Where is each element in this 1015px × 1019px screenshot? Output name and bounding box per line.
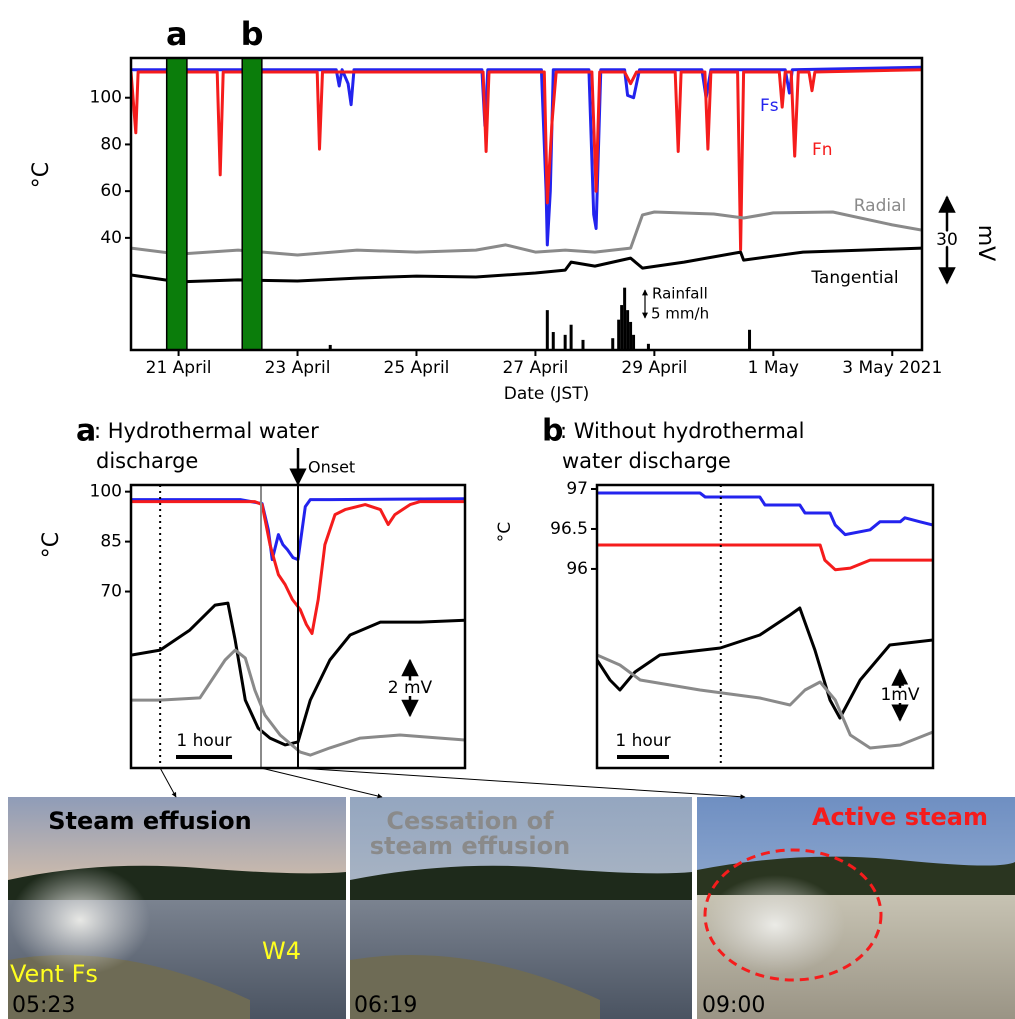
y-axis-label: °C (39, 532, 64, 558)
highlight-label: b (241, 15, 264, 53)
y-tick-label: 100 (90, 88, 122, 108)
rainfall-bar (623, 287, 627, 350)
x-tick-label: 27 April (502, 358, 568, 378)
scale-label: 30 (936, 230, 958, 250)
photo-caption: Active steam (812, 803, 988, 831)
marker-label: Onset (308, 458, 355, 477)
x-tick-label: 3 May 2021 (842, 358, 942, 378)
rainfall-bar (563, 334, 567, 350)
chart (131, 497, 465, 757)
plot-frame (595, 483, 935, 770)
series-label: Fn (812, 140, 833, 160)
x-tick-label: 21 April (146, 358, 212, 378)
rainfall-bar (646, 343, 650, 350)
series-label: Radial (854, 196, 907, 216)
y-tick-label: 100 (90, 482, 122, 502)
x-tick-label: 25 April (384, 358, 450, 378)
panel-label: b (542, 414, 563, 449)
rainfall-bar (626, 310, 630, 350)
rainfall-bar (617, 319, 621, 350)
rainfall-bar (748, 329, 752, 350)
series-line (131, 210, 922, 257)
series-line (597, 491, 933, 537)
highlight-label: a (166, 15, 188, 53)
highlight-band (241, 57, 263, 351)
photo-time: 06:19 (354, 993, 417, 1018)
rainfall-bar (620, 305, 624, 350)
series-line (131, 246, 922, 284)
y-tick-label: 96 (566, 559, 588, 579)
x-tick-label: 1 May (748, 358, 799, 378)
photo-caption: Cessation of (386, 807, 554, 835)
photo-panels: Steam effusion Vent Fs W4 05:23 Cessatio… (8, 797, 1015, 1019)
photo-label: Vent Fs (10, 960, 98, 988)
y-tick-label: 60 (100, 181, 122, 201)
photo-caption: Steam effusion (48, 807, 251, 835)
series-line (131, 601, 465, 747)
series-line (597, 606, 933, 720)
y-tick-label: 85 (100, 532, 122, 552)
rainfall-label: Rainfall (652, 285, 708, 303)
y-tick-label: 40 (100, 228, 122, 248)
scale-label: 5 mm/h (651, 305, 709, 323)
panel-title: water discharge (562, 449, 731, 473)
rainfall-bar (545, 310, 549, 350)
rainfall-bar (629, 321, 633, 350)
y-tick-label: 96.5 (550, 519, 588, 539)
panel-title: : Hydrothermal water (94, 419, 319, 443)
series-label: Fs (760, 96, 779, 116)
connector-arrow (260, 767, 383, 799)
scale-label: 2 mV (388, 678, 433, 698)
y2-unit: mV (973, 225, 998, 261)
series-line (131, 500, 465, 635)
chart (597, 491, 933, 750)
y-axis-label: °C (29, 162, 54, 188)
photo: Steam effusion Vent Fs W4 05:23 (8, 797, 346, 1019)
scale-label: 1mV (880, 685, 919, 705)
rainfall-bar (611, 338, 615, 350)
panel-title: : Without hydrothermal (560, 419, 804, 443)
rainfall-bar (551, 332, 555, 350)
series-line (131, 68, 922, 252)
series-label: Tangential (810, 268, 898, 288)
connector-arrow (297, 767, 746, 800)
photo-time: 05:23 (12, 993, 75, 1018)
series-line (131, 648, 465, 757)
scale-label: 1 hour (176, 731, 231, 751)
rainfall-bar (581, 339, 585, 350)
plot-frame (129, 56, 924, 352)
x-tick-label: 23 April (265, 358, 331, 378)
photo: Active steam 09:00 (697, 797, 1015, 1019)
panel-title: discharge (96, 449, 198, 473)
highlight-band (165, 57, 188, 351)
series-line (597, 653, 933, 750)
y-axis-label: °C (495, 522, 515, 542)
photo-time: 09:00 (702, 993, 765, 1018)
photo: Cessation of steam effusion 06:19 (350, 797, 692, 1019)
rainfall-bar (328, 344, 332, 350)
x-axis-label: Date (JST) (504, 384, 590, 404)
x-tick-label: 29 April (621, 358, 687, 378)
rainfall-bar (569, 324, 573, 350)
connector-arrow (159, 767, 177, 798)
rainfall-bar (632, 334, 636, 350)
scale-label: 1 hour (615, 731, 670, 751)
y-tick-label: 97 (566, 479, 588, 499)
series-line (597, 543, 933, 572)
photo-label: W4 (262, 937, 301, 965)
y-tick-label: 70 (100, 582, 122, 602)
photo-caption: steam effusion (370, 832, 570, 860)
panel-label: a (76, 414, 96, 449)
y-tick-label: 80 (100, 134, 122, 154)
chart (131, 65, 922, 350)
